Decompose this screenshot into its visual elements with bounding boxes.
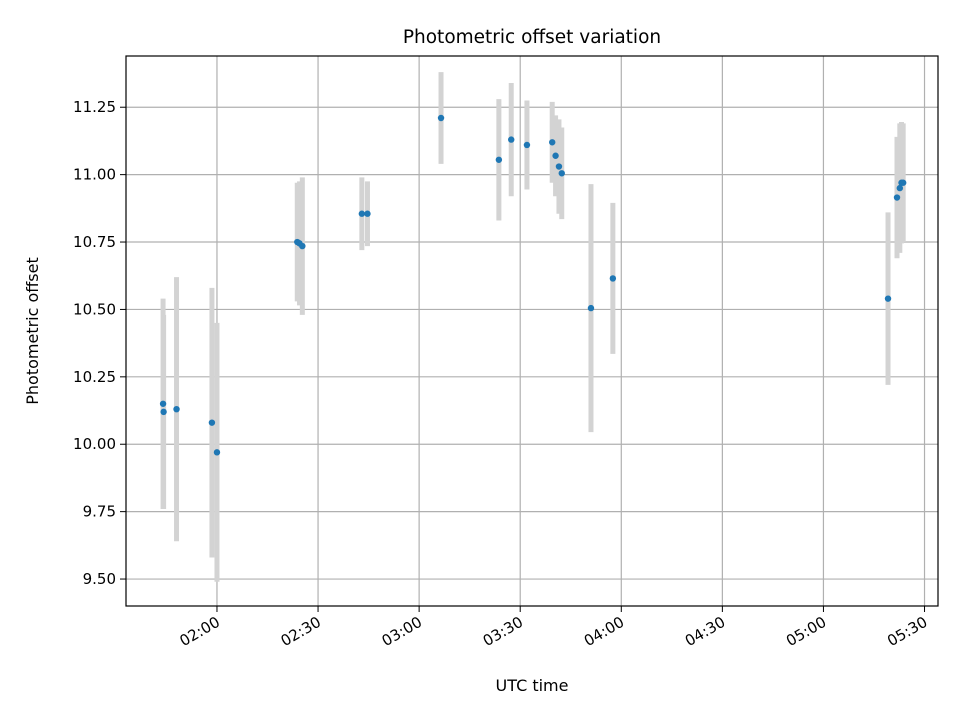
y-tick-label: 10.25 xyxy=(73,368,116,386)
y-axis-title: Photometric offset xyxy=(23,257,42,405)
plot-frame xyxy=(125,55,939,607)
data-point xyxy=(508,136,515,143)
data-point xyxy=(160,408,167,416)
data-point xyxy=(555,163,563,170)
x-tick-label: 05:30 xyxy=(884,613,930,650)
x-tick-label: 02:30 xyxy=(278,613,324,650)
data-point xyxy=(893,194,901,201)
grid-lines xyxy=(126,56,938,606)
x-tick-label: 03:30 xyxy=(480,613,526,650)
data-point xyxy=(896,184,904,192)
data-point xyxy=(558,170,565,177)
x-tick-label: 04:30 xyxy=(682,613,728,650)
data-point xyxy=(173,405,180,413)
x-tick-label: 03:00 xyxy=(379,613,425,650)
data-point xyxy=(523,141,531,149)
data-point xyxy=(552,152,559,159)
axes: 02:00 02:30 03:00 03:30 04:00 04:30 05:00 05:30… xyxy=(73,55,939,650)
data-point xyxy=(213,449,221,456)
data-point xyxy=(549,139,556,146)
y-tick-label: 9.75 xyxy=(83,503,116,521)
data-point xyxy=(358,210,366,217)
error-bars xyxy=(160,72,906,582)
data-point xyxy=(884,295,892,302)
x-tick-label: 02:00 xyxy=(177,613,223,650)
data-point xyxy=(299,242,306,250)
data-point xyxy=(587,304,595,312)
data-point xyxy=(899,179,907,186)
y-tick-label: 10.50 xyxy=(73,300,116,318)
data-point xyxy=(609,275,617,282)
y-tick-label: 11.25 xyxy=(73,98,116,116)
data-point xyxy=(159,400,167,407)
y-tick-label: 9.50 xyxy=(83,570,116,588)
y-tick-label: 10.00 xyxy=(73,435,116,453)
x-tick-label: 04:00 xyxy=(581,613,627,650)
data-point xyxy=(208,419,216,426)
x-tick-label: 05:00 xyxy=(783,613,829,650)
y-tick-label: 10.75 xyxy=(73,233,116,251)
data-point xyxy=(364,210,371,217)
data-point xyxy=(495,156,503,163)
data-point xyxy=(437,114,445,122)
y-tick-label: 11.00 xyxy=(73,166,116,184)
x-axis-title: UTC time xyxy=(496,676,569,695)
data-points xyxy=(159,114,907,456)
chart-title: Photometric offset variation xyxy=(403,27,661,48)
